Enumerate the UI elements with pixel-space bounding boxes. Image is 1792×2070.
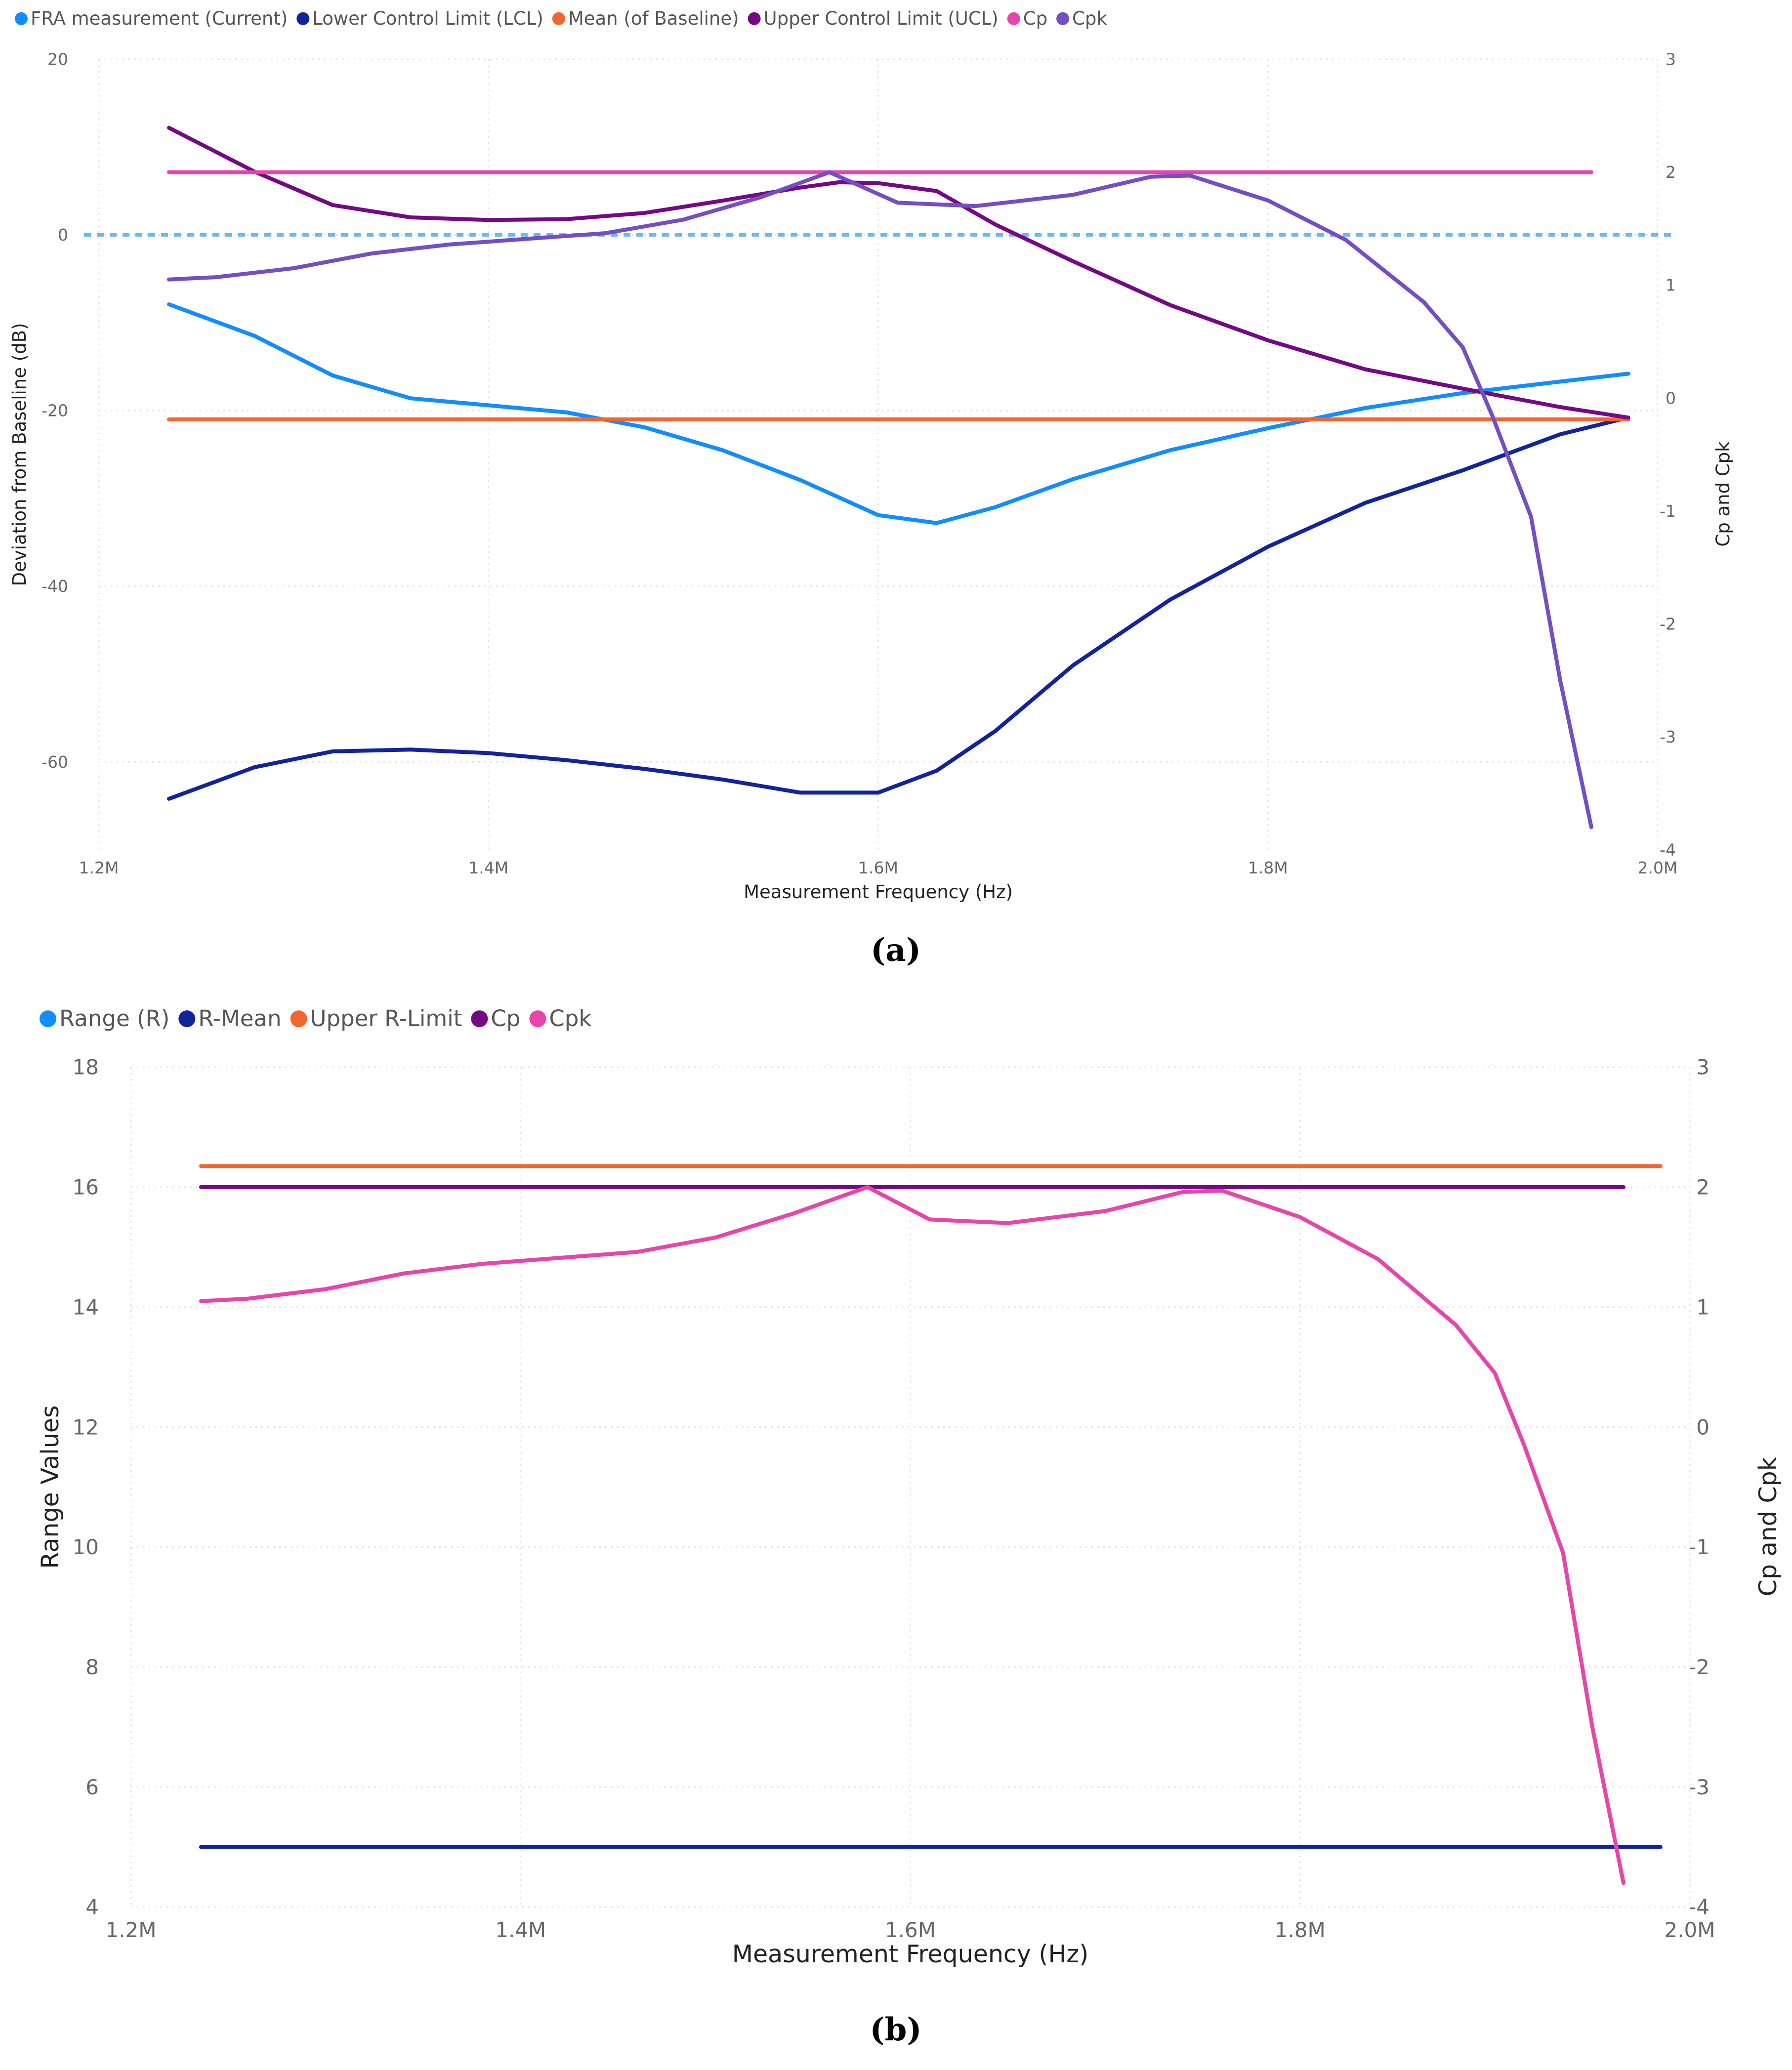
x-tick-label: 1.4M [468,858,508,877]
left-y-tick-label: 16 [73,1175,99,1200]
legend-label: R-Mean [198,1005,281,1032]
right-y-tick-label: 1 [1696,1295,1709,1319]
figure-caption: (b) [870,2011,921,2048]
legend-marker [748,12,761,25]
legend-marker [290,1010,307,1028]
series-line-upper-control-limit-ucl [167,125,1630,420]
gridlines [130,1066,1691,1908]
left-y-tick-label: 20 [47,50,68,69]
legend-marker [552,12,565,25]
x-tick-label: 1.8M [1275,1918,1326,1942]
right-y-tick-label: -4 [1689,1895,1709,1919]
right-y-tick-label: 2 [1666,163,1676,182]
left-y-tick-label: -60 [42,752,68,772]
right-y-tick-label: -1 [1689,1535,1709,1559]
legend-marker [296,12,310,25]
x-tick-label: 2.0M [1664,1918,1715,1942]
x-axis-title: Measurement Frequency (Hz) [744,881,1013,903]
x-tick-label: 1.2M [105,1918,156,1942]
x-tick-label: 1.2M [79,858,119,877]
legend-label: Lower Control Limit (LCL) [312,8,543,29]
legend-label: Mean (of Baseline) [568,8,739,29]
x-tick-label: 1.8M [1248,858,1288,877]
series-lines [167,125,1630,829]
x-tick-label: 2.0M [1638,858,1678,877]
left-y-tick-label: 10 [73,1535,99,1559]
legend: FRA measurement (Current) Lower Control L… [15,8,1107,29]
y-axis-title: Deviation from Baseline (dB) [9,323,30,586]
legend-label: Cp [491,1005,520,1032]
right-y-tick-label: -1 [1660,501,1676,521]
series-line-cpk [199,1185,1625,1885]
left-y-tick-label: 12 [73,1415,99,1439]
legend-marker [1007,12,1020,25]
secondary-y-axis-title: Cp and Cpk [1754,1456,1782,1596]
series-line-fra-measurement-current [167,302,1630,525]
legend-label: Range (R) [59,1005,169,1032]
gridlines [98,58,1659,850]
legend-label: FRA measurement (Current) [31,8,288,29]
x-tick-label: 1.4M [495,1918,546,1942]
right-y-tick-label: -3 [1689,1775,1709,1799]
x-axis-title: Measurement Frequency (Hz) [732,1940,1088,1968]
right-y-tick-label: -3 [1660,727,1676,746]
left-y-tick-label: 6 [85,1775,99,1799]
right-y-tick-label: -2 [1660,614,1676,633]
left-y-tick-label: 18 [73,1055,99,1079]
series-line-cpk [167,170,1593,829]
left-y-tick-label: 0 [58,225,68,245]
right-y-tick-label: 1 [1666,276,1676,295]
legend-label: Upper Control Limit (UCL) [764,8,999,29]
right-y-tick-label: 2 [1696,1175,1709,1200]
left-y-tick-label: 14 [73,1295,99,1319]
right-y-tick-label: -4 [1660,840,1676,860]
legend-marker [178,1010,196,1028]
right-y-tick-label: 3 [1666,50,1676,69]
left-y-tick-label: 4 [85,1895,99,1919]
right-y-tick-label: 3 [1696,1055,1709,1079]
y-axis-title: Range Values [36,1406,64,1569]
chart-a: 20 0 -20 -40 -60 3 2 1 0 -1 -2 -3 -4 1.2M 1.4M 1.6M 1.8M… [9,8,1734,969]
secondary-y-axis-title: Cp and Cpk [1712,441,1734,547]
legend-marker [40,1010,56,1028]
legend-marker [471,1010,488,1028]
x-tick-label: 1.6M [885,1918,936,1942]
legend: Range (R) R-Mean Upper R-Limit Cp Cpk [40,1005,591,1032]
series-line-lower-control-limit-lcl [167,415,1630,801]
legend-marker [529,1010,546,1028]
right-y-tick-label: -2 [1689,1655,1709,1679]
legend-label: Cp [1023,8,1047,29]
legend-label: Cpk [549,1005,591,1032]
right-y-tick-label: 0 [1666,388,1676,408]
left-y-tick-label: -20 [42,401,68,420]
left-y-tick-label: -40 [42,577,68,596]
legend-label: Cpk [1072,8,1107,29]
legend-label: Upper R-Limit [310,1005,462,1032]
right-y-tick-label: 0 [1696,1415,1709,1439]
figure-caption: (a) [871,932,921,969]
x-tick-label: 1.6M [858,858,898,877]
legend-marker [1056,12,1070,25]
left-y-tick-label: 8 [85,1655,99,1679]
legend-marker [15,12,28,25]
series-lines [199,1164,1663,1885]
